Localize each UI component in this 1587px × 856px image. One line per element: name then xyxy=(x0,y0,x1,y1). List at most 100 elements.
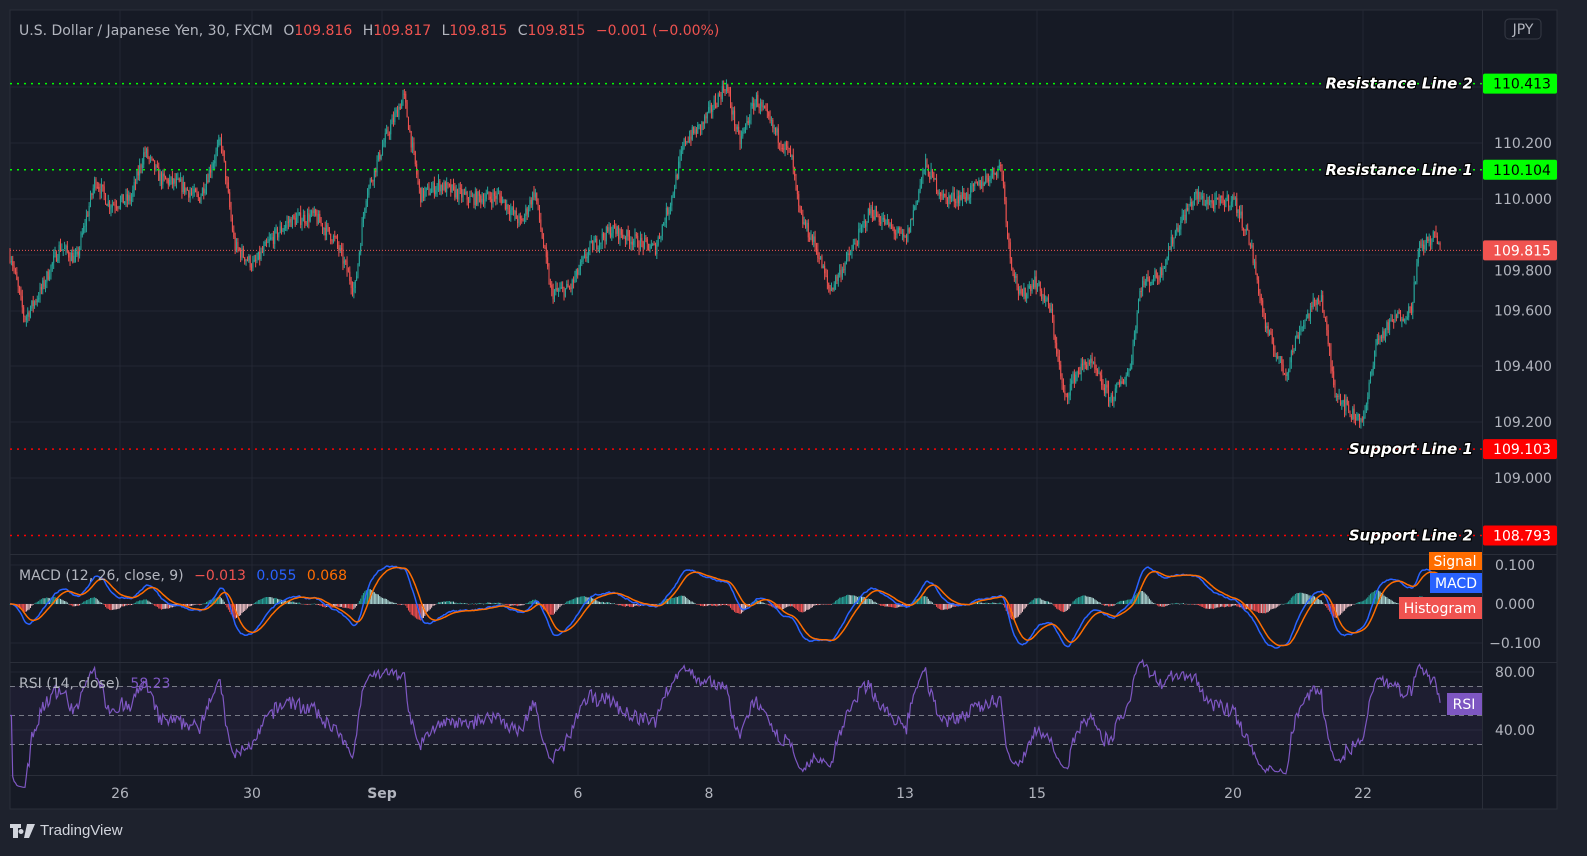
tradingview-logo[interactable]: TradingView xyxy=(10,822,123,839)
candle xyxy=(1042,294,1044,299)
candle xyxy=(978,180,980,185)
candle xyxy=(861,227,862,229)
candle xyxy=(1095,368,1097,371)
candle xyxy=(716,106,718,108)
candle xyxy=(1439,243,1441,251)
rsi-value: 58.23 xyxy=(130,676,170,692)
histogram-bar xyxy=(129,604,131,606)
histogram-bar xyxy=(562,604,564,605)
candle xyxy=(201,188,203,196)
candle xyxy=(218,139,220,146)
candle xyxy=(724,90,726,92)
candle xyxy=(339,247,341,251)
rsi-bands xyxy=(10,686,1482,745)
candle xyxy=(754,101,756,110)
histogram-bar xyxy=(712,604,714,607)
candle xyxy=(951,196,953,199)
histogram-bar xyxy=(100,602,102,604)
histogram-bar xyxy=(268,596,270,604)
histogram-bar xyxy=(755,599,757,604)
candle xyxy=(687,141,689,143)
histogram-bar xyxy=(132,604,134,605)
candle xyxy=(297,214,299,218)
histogram-bar xyxy=(815,604,817,606)
candle xyxy=(843,269,845,271)
histogram-bar xyxy=(1007,604,1009,614)
candle xyxy=(577,269,579,275)
candle xyxy=(1086,364,1088,369)
histogram-bar xyxy=(951,604,953,608)
resistance-price-tag xyxy=(1483,73,1557,94)
histogram-bar xyxy=(796,604,798,611)
symbol-legend[interactable]: U.S. Dollar / Japanese Yen, 30, FXCM O10… xyxy=(19,23,719,39)
histogram-bar xyxy=(821,604,823,605)
candle xyxy=(195,188,197,192)
candle xyxy=(253,259,255,262)
histogram-bar xyxy=(761,602,763,604)
histogram-bar xyxy=(508,604,510,607)
candle xyxy=(852,244,854,249)
candle xyxy=(993,167,995,175)
histogram-bar xyxy=(405,604,407,606)
candle xyxy=(38,298,40,300)
rsi-legend[interactable]: RSI (14, close) 58.23 xyxy=(19,676,170,692)
histogram-bar xyxy=(470,603,472,605)
candle xyxy=(35,301,37,303)
histogram-bar xyxy=(553,604,555,614)
candle xyxy=(136,171,138,184)
candle xyxy=(746,120,748,125)
candle xyxy=(113,204,115,206)
histogram-bar xyxy=(1345,604,1347,609)
price-axis[interactable]: 110.200110.000109.800109.600109.400109.2… xyxy=(1489,136,1552,739)
candle xyxy=(122,194,124,204)
histogram-bar xyxy=(1271,604,1273,609)
histogram-bar xyxy=(64,600,66,604)
histogram-bar xyxy=(1120,600,1122,604)
currency-button[interactable]: JPY xyxy=(1504,18,1542,40)
histogram-bar xyxy=(57,598,59,604)
histogram-bar xyxy=(425,604,427,614)
candle xyxy=(891,224,893,227)
histogram-bar xyxy=(1180,603,1182,605)
histogram-bar xyxy=(99,602,101,604)
candle xyxy=(1243,227,1245,231)
histogram-bar xyxy=(510,604,512,606)
candle xyxy=(483,198,485,204)
candle xyxy=(376,160,378,173)
candle xyxy=(1350,416,1352,420)
candle xyxy=(1344,400,1346,411)
macd-legend[interactable]: MACD (12, 26, close, 9) −0.013 0.055 0.0… xyxy=(19,568,347,584)
histogram-bar xyxy=(227,604,229,610)
candle xyxy=(813,236,815,242)
histogram-bar xyxy=(1199,604,1201,607)
candle xyxy=(192,192,194,194)
time-axis[interactable]: 26 30 Sep 6 8 13 15 20 22 xyxy=(111,786,1372,802)
histogram-bar xyxy=(1202,604,1204,607)
histogram-bar xyxy=(607,602,609,604)
histogram-bar xyxy=(255,602,257,604)
histogram-bar xyxy=(1266,604,1268,613)
candle xyxy=(270,237,272,240)
symbol-title: U.S. Dollar / Japanese Yen, 30, FXCM xyxy=(19,23,273,39)
histogram-bar xyxy=(55,597,57,604)
candle xyxy=(728,91,730,94)
histogram-bar xyxy=(413,604,415,617)
candle xyxy=(405,93,407,103)
histogram-bar xyxy=(346,604,348,609)
histogram-bar xyxy=(1065,604,1067,611)
candle xyxy=(1315,299,1317,306)
candle xyxy=(221,139,223,150)
histogram-bar xyxy=(845,595,847,604)
histogram-bar xyxy=(1318,599,1320,604)
candle xyxy=(143,152,145,165)
candle xyxy=(424,190,426,199)
candle xyxy=(1007,222,1009,234)
candle xyxy=(1127,371,1129,375)
candle xyxy=(40,287,42,290)
histogram-bar xyxy=(798,604,800,612)
histogram-bar xyxy=(197,604,199,605)
histogram-bar xyxy=(558,604,560,609)
histogram-bar xyxy=(493,602,495,604)
